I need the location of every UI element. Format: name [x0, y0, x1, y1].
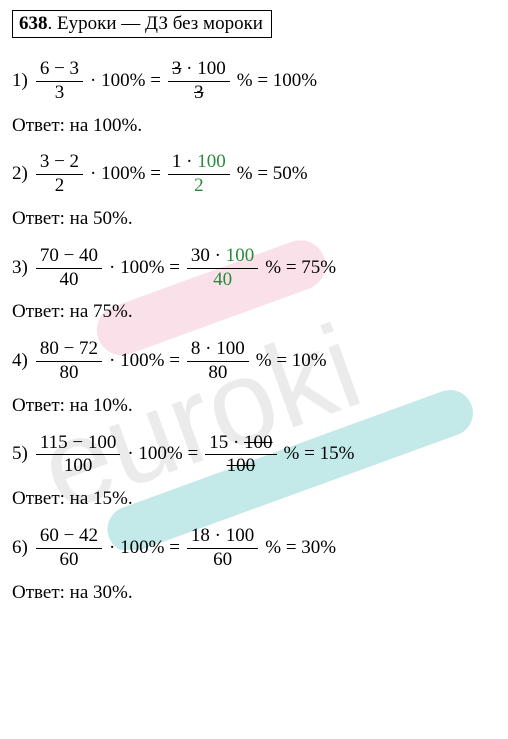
denominator: 80 [204, 362, 231, 385]
denominator: 60 [55, 549, 82, 572]
header-text: . Еуроки — ДЗ без мороки [48, 13, 263, 34]
equation-row: 3)70 − 4040· 100% =30 · 10040% = 75% [12, 245, 496, 292]
problem: 3)70 − 4040· 100% =30 · 10040% = 75%Отве… [12, 245, 496, 324]
denominator: 2 [190, 175, 208, 198]
result-text: % = 10% [256, 350, 327, 373]
numerator-b: 100 [216, 338, 245, 359]
fraction-lhs: 115 − 100100 [36, 432, 121, 479]
numerator: 8 · 100 [187, 338, 249, 361]
numerator-b: 100 [226, 525, 255, 546]
fraction-rhs: 8 · 10080 [187, 338, 249, 385]
numerator: 80 − 72 [36, 338, 102, 361]
denominator: 40 [209, 269, 236, 292]
numerator: 3 − 2 [36, 151, 83, 174]
numerator: 15 · 100 [205, 432, 276, 455]
numerator: 6 − 3 [36, 58, 83, 81]
numerator-a: 30 [191, 245, 210, 266]
denominator-value: 80 [208, 362, 227, 383]
problem-index: 6) [12, 537, 28, 560]
result-text: % = 100% [237, 70, 317, 93]
answer-text: Ответ: на 75%. [12, 301, 496, 324]
denominator: 60 [209, 549, 236, 572]
numerator: 1 · 100 [168, 151, 230, 174]
equation-row: 4)80 − 7280· 100% =8 · 10080% = 10% [12, 338, 496, 385]
result-text: % = 50% [237, 163, 308, 186]
problem: 6)60 − 4260· 100% =18 · 10060% = 30%Отве… [12, 525, 496, 604]
numerator: 18 · 100 [187, 525, 258, 548]
numerator-b: 100 [226, 245, 255, 266]
fraction-rhs: 30 · 10040 [187, 245, 258, 292]
dot: · [210, 525, 226, 546]
problem: 5)115 − 100100· 100% =15 · 100100% = 15%… [12, 432, 496, 511]
dot: · [200, 338, 216, 359]
mid-text: · 100% = [109, 350, 180, 373]
denominator: 80 [55, 362, 82, 385]
denominator: 100 [223, 455, 260, 478]
numerator: 70 − 40 [36, 245, 102, 268]
denominator: 3 [51, 82, 69, 105]
fraction-rhs: 18 · 10060 [187, 525, 258, 572]
mid-text: · 100% = [109, 257, 180, 280]
equation-row: 1)6 − 33· 100% =3 · 1003% = 100% [12, 58, 496, 105]
mid-text: · 100% = [127, 443, 198, 466]
header-box: 638. Еуроки — ДЗ без мороки [12, 10, 272, 38]
mid-text: · 100% = [90, 70, 161, 93]
problem-number: 638 [19, 13, 48, 34]
numerator: 115 − 100 [36, 432, 121, 455]
problem-index: 5) [12, 443, 28, 466]
dot: · [181, 151, 197, 172]
equation-row: 2)3 − 22· 100% =1 · 1002% = 50% [12, 151, 496, 198]
fraction-lhs: 6 − 33 [36, 58, 83, 105]
denominator-value: 100 [227, 455, 256, 476]
answer-text: Ответ: на 15%. [12, 488, 496, 511]
result-text: % = 75% [265, 257, 336, 280]
equation-row: 5)115 − 100100· 100% =15 · 100100% = 15% [12, 432, 496, 479]
numerator: 60 − 42 [36, 525, 102, 548]
dot: · [228, 432, 244, 453]
numerator-b: 100 [244, 432, 273, 453]
answer-text: Ответ: на 100%. [12, 115, 496, 138]
numerator-b: 100 [197, 151, 226, 172]
numerator: 3 · 100 [168, 58, 230, 81]
numerator-b: 100 [197, 58, 226, 79]
denominator: 100 [60, 455, 97, 478]
denominator-value: 60 [213, 549, 232, 570]
result-text: % = 30% [265, 537, 336, 560]
numerator: 30 · 100 [187, 245, 258, 268]
fraction-rhs: 3 · 1003 [168, 58, 230, 105]
result-text: % = 15% [284, 443, 355, 466]
fraction-lhs: 60 − 4260 [36, 525, 102, 572]
denominator-value: 40 [213, 269, 232, 290]
denominator-value: 3 [194, 82, 204, 103]
problem: 4)80 − 7280· 100% =8 · 10080% = 10%Ответ… [12, 338, 496, 417]
numerator-a: 18 [191, 525, 210, 546]
problem-index: 4) [12, 350, 28, 373]
numerator-a: 8 [191, 338, 201, 359]
problem: 2)3 − 22· 100% =1 · 1002% = 50%Ответ: на… [12, 151, 496, 230]
problem-index: 1) [12, 70, 28, 93]
numerator-a: 15 [209, 432, 228, 453]
fraction-lhs: 70 − 4040 [36, 245, 102, 292]
fraction-rhs: 15 · 100100 [205, 432, 276, 479]
fraction-lhs: 80 − 7280 [36, 338, 102, 385]
mid-text: · 100% = [109, 537, 180, 560]
answer-text: Ответ: на 50%. [12, 208, 496, 231]
dot: · [210, 245, 226, 266]
numerator-a: 3 [172, 58, 182, 79]
problem-index: 3) [12, 257, 28, 280]
numerator-a: 1 [172, 151, 182, 172]
mid-text: · 100% = [90, 163, 161, 186]
problem: 1)6 − 33· 100% =3 · 1003% = 100%Ответ: н… [12, 58, 496, 137]
denominator: 3 [190, 82, 208, 105]
fraction-rhs: 1 · 1002 [168, 151, 230, 198]
answer-text: Ответ: на 30%. [12, 582, 496, 605]
denominator-value: 2 [194, 175, 204, 196]
problem-index: 2) [12, 163, 28, 186]
fraction-lhs: 3 − 22 [36, 151, 83, 198]
equation-row: 6)60 − 4260· 100% =18 · 10060% = 30% [12, 525, 496, 572]
denominator: 2 [51, 175, 69, 198]
answer-text: Ответ: на 10%. [12, 395, 496, 418]
dot: · [181, 58, 197, 79]
denominator: 40 [55, 269, 82, 292]
